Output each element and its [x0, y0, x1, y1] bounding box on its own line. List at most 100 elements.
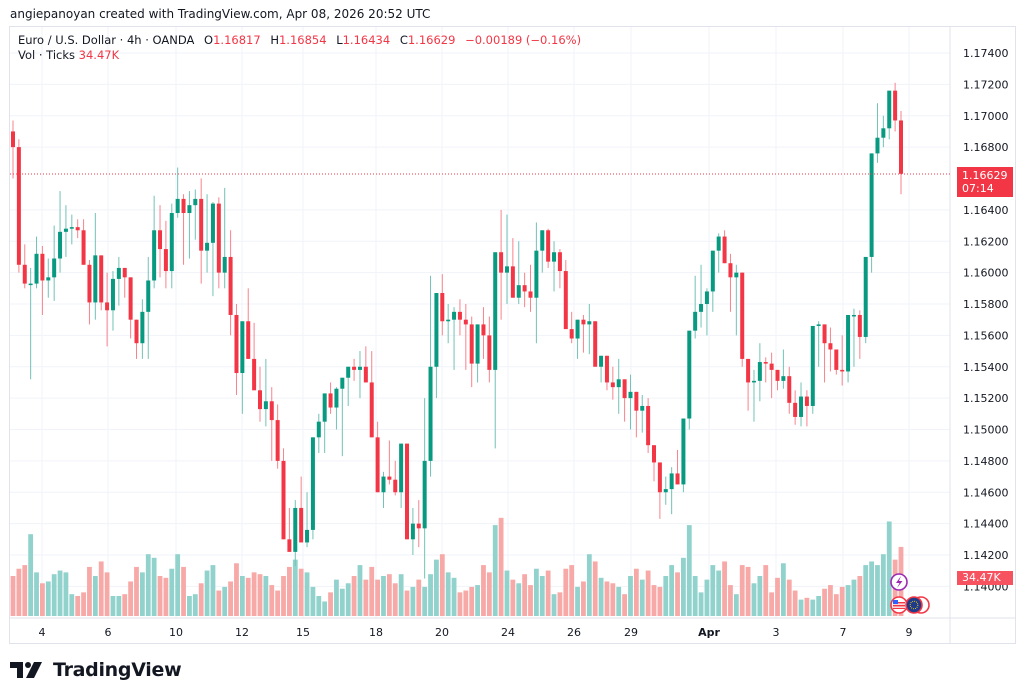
volume-bar [375, 579, 381, 616]
volume-bar [198, 583, 204, 616]
candle-body [881, 128, 886, 138]
time-tick-label: 26 [567, 626, 581, 639]
volume-bar [763, 565, 769, 616]
candle-body [775, 369, 780, 381]
volume-bar [545, 570, 551, 616]
candle-body [58, 231, 63, 259]
eu-stars [909, 600, 919, 610]
volume-bar [139, 572, 145, 616]
eu-flag-icon[interactable] [905, 596, 923, 614]
candle-body [828, 343, 833, 350]
candle-body [493, 252, 498, 370]
candle-body [681, 418, 686, 485]
candle-body [252, 358, 257, 391]
candle-body [234, 314, 239, 374]
high-value: 1.16854 [278, 33, 327, 47]
candle-body [440, 293, 445, 322]
candle-body [557, 252, 562, 272]
volume-bar [475, 585, 480, 616]
candle-body [122, 267, 127, 278]
volume-bar [551, 594, 557, 616]
candle-body [710, 250, 715, 292]
tradingview-logo[interactable]: TradingView [10, 659, 182, 681]
candle-body [281, 460, 286, 540]
volume-bar [698, 592, 704, 616]
candle-body [375, 437, 380, 493]
candle-body [316, 421, 321, 438]
candle-body [22, 264, 27, 284]
volume-bar [445, 572, 451, 616]
candle-body [246, 321, 251, 359]
symbol-title[interactable]: Euro / U.S. Dollar · 4h · OANDA [18, 33, 195, 47]
volume-bar [63, 572, 69, 616]
volume-bar [40, 583, 45, 616]
volume-bar [869, 561, 874, 616]
volume-bar [216, 590, 222, 616]
candle-body [146, 280, 151, 312]
volume-bar [163, 577, 169, 616]
volume-bar [87, 566, 92, 616]
candle-body [175, 198, 180, 214]
candle-body [222, 256, 227, 273]
price-tick-label: 1.15800 [963, 298, 1009, 311]
candle-body [616, 379, 621, 388]
volume-bar [98, 561, 104, 616]
volume-bar [757, 576, 763, 616]
volume-bar [716, 570, 722, 616]
time-tick-label: 15 [296, 626, 310, 639]
price-axis[interactable]: 1.17400 1.17200 1.17000 1.16800 1.16400 1.162… [963, 47, 1009, 593]
us-flag-canton [893, 600, 898, 604]
candle-body [16, 147, 21, 265]
candle-body [228, 256, 233, 315]
candle-body [634, 391, 639, 411]
volume-bar [681, 557, 686, 616]
volume-bar [669, 565, 675, 616]
volume-bar [257, 574, 263, 616]
candle-body [875, 137, 880, 154]
time-tick-label: 18 [369, 626, 383, 639]
candle-body [152, 230, 157, 281]
volume-value: 34.47K [78, 48, 120, 62]
volume-bar [322, 601, 328, 616]
volume-bar [880, 554, 886, 616]
candle-body [263, 401, 268, 410]
volume-bar [651, 585, 657, 616]
candle-body [581, 319, 586, 325]
event-markers[interactable] [890, 573, 930, 614]
volume-bar [151, 557, 157, 616]
volume-bar [410, 586, 416, 616]
candle-body [105, 302, 110, 311]
volume-tag: 34.47K [957, 571, 1013, 585]
price-tick-label: 1.16800 [963, 141, 1009, 154]
volume-bar [251, 572, 257, 616]
candle-body [334, 388, 339, 408]
candle-body [499, 252, 504, 273]
candle-body [652, 445, 657, 463]
time-axis[interactable]: 4 6 10 12 15 18 20 24 26 29 Apr 3 7 9 [39, 626, 913, 639]
candle-body [869, 153, 874, 257]
volume-label[interactable]: Vol · Ticks [18, 48, 76, 62]
candle-body [369, 382, 374, 438]
candle-body [569, 329, 574, 339]
volume-bar [739, 565, 745, 616]
volume-bar [128, 581, 134, 616]
candle-body [687, 330, 692, 419]
volume-bar [563, 568, 569, 616]
volume-bar [633, 568, 639, 616]
candle-body [287, 539, 292, 552]
candle-body [328, 393, 333, 408]
volume-bar [745, 566, 751, 616]
candle-body [457, 311, 462, 320]
price-tick-label: 1.14200 [963, 549, 1009, 562]
candle-body [704, 291, 709, 304]
volume-bar [775, 577, 780, 616]
candle-body [781, 376, 786, 381]
candle-body [857, 314, 862, 337]
candle-body [434, 293, 439, 367]
volume-bar [722, 561, 727, 616]
volume-bar [428, 574, 433, 616]
candle-body [381, 476, 386, 493]
volume-bar [275, 590, 281, 616]
volume-bars [10, 517, 904, 616]
